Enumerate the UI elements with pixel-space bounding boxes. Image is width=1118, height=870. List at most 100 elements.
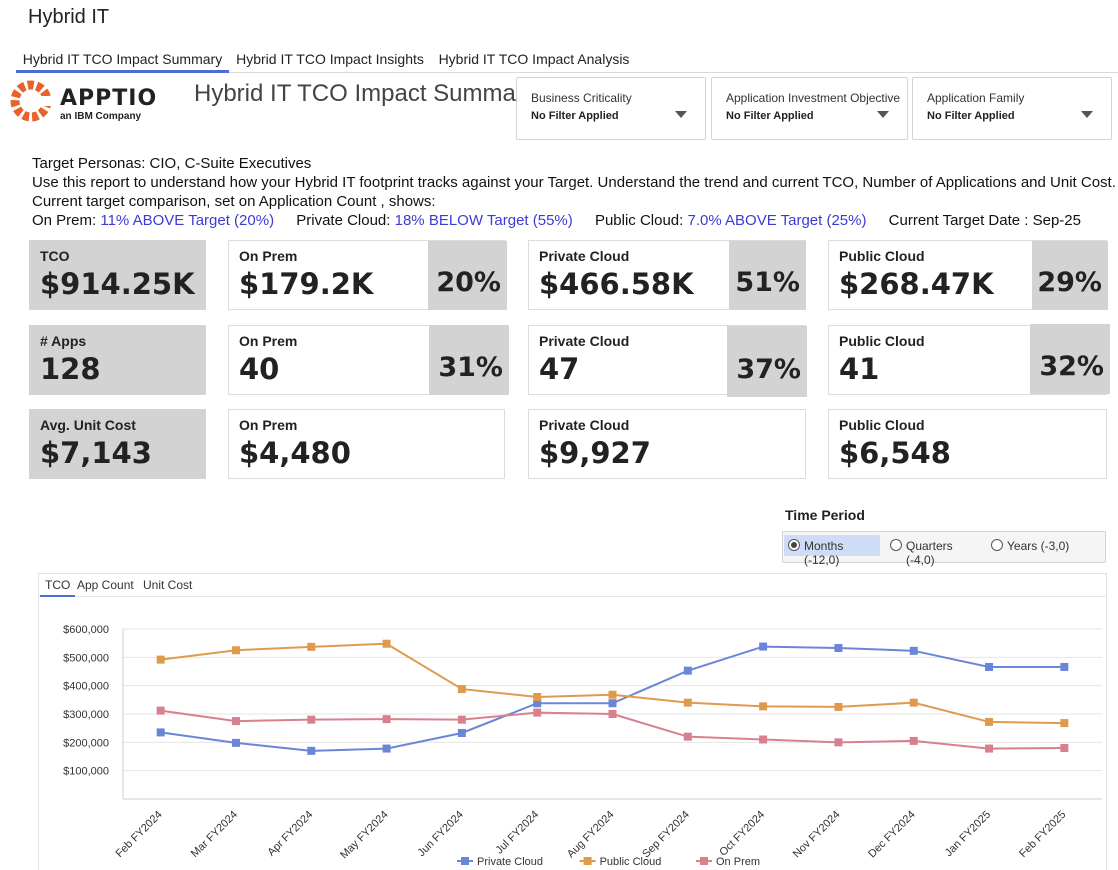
x-tick-label: Jan FY2025 (943, 809, 993, 859)
on-prem-data-point (759, 735, 768, 744)
application-investment-objective-filter[interactable]: Application Investment Objective No Filt… (711, 77, 908, 140)
on-prem-data-point (457, 715, 466, 724)
card-value: 128 (40, 352, 101, 386)
time-period-radio-group: Months (-12,0) Quarters (-4,0) Years (-3… (782, 531, 1106, 567)
tco-line-chart: $100,000 $200,000 $300,000 $400,000 $500,000… (63, 624, 1102, 868)
card-value: $9,927 (539, 436, 651, 470)
on-prem-data-point (156, 706, 165, 715)
card-label: On Prem (239, 248, 298, 264)
business-criticality-filter[interactable]: Business Criticality No Filter Applied (516, 77, 706, 140)
tab-impact-summary[interactable]: Hybrid IT TCO Impact Summary (16, 48, 229, 73)
filter-value: No Filter Applied (927, 110, 1015, 122)
radio-months[interactable]: Months (-12,0) (784, 535, 880, 567)
private-cloud-data-point (683, 666, 692, 675)
card-label: Avg. Unit Cost (40, 417, 136, 433)
public-cloud-data-point (985, 717, 994, 726)
tco-total-card: TCO $914.25K (29, 240, 206, 310)
y-tick-label: $100,000 (63, 766, 109, 778)
private-cloud-data-point (457, 728, 466, 737)
filter-label: Application Family (927, 91, 1025, 105)
target-status-line: On Prem: 11% ABOVE Target (20%) Private … (32, 212, 1081, 229)
tco-private-cloud-percent: 51% (729, 241, 806, 310)
apps-total-card: # Apps 128 (29, 325, 206, 395)
card-label: Public Cloud (839, 417, 925, 433)
private-cloud-data-point (231, 738, 240, 747)
card-value: 47 (539, 352, 580, 386)
on-prem-data-point (608, 710, 617, 718)
card-value: $466.58K (539, 267, 694, 301)
chart-tab-tco[interactable]: TCO (40, 578, 76, 597)
radio-label: Months (-12,0) (804, 539, 844, 567)
card-label: Public Cloud (839, 248, 925, 264)
public-cloud-data-point (156, 655, 165, 664)
target-personas-text: Target Personas: CIO, C-Suite Executives (32, 155, 312, 172)
unit-cost-onprem-card: On Prem $4,480 (228, 409, 505, 479)
apps-private-cloud-percent: 37% (727, 326, 807, 397)
radio-years[interactable]: Years (-3,0) (987, 535, 1070, 556)
card-label: Private Cloud (539, 248, 630, 264)
radio-label: Quarters (-4,0) (906, 539, 953, 567)
chart-tab-app-count[interactable]: App Count (77, 578, 134, 592)
filter-value: No Filter Applied (726, 110, 814, 122)
card-label: # Apps (40, 333, 87, 349)
radio-quarters[interactable]: Quarters (-4,0) (886, 535, 984, 567)
radio-label: Years (-3,0) (1007, 539, 1070, 553)
on-prem-data-point (231, 717, 240, 726)
target-comparison-text: Current target comparison, set on Applic… (32, 193, 436, 210)
public-cloud-data-point (457, 685, 466, 694)
apptio-logo: APPTIO an IBM Company (8, 78, 178, 124)
unit-cost-public-cloud-card: Public Cloud $6,548 (828, 409, 1107, 479)
application-family-filter[interactable]: Application Family No Filter Applied (912, 77, 1112, 140)
tab-impact-analysis[interactable]: Hybrid IT TCO Impact Analysis (438, 51, 630, 67)
public-cloud-legend-label: Public Cloud (600, 856, 662, 868)
x-tick-label: Mar FY2024 (189, 809, 240, 860)
apptio-logo-icon (10, 80, 54, 122)
private-cloud-data-point (909, 646, 918, 655)
on-prem-data-point (307, 715, 316, 724)
y-tick-label: $400,000 (63, 681, 109, 693)
card-label: Private Cloud (539, 417, 630, 433)
on-prem-data-point (985, 744, 994, 753)
card-label: Public Cloud (839, 333, 925, 349)
page-title: Hybrid IT TCO Impact Summary (194, 80, 536, 107)
y-tick-label: $200,000 (63, 737, 109, 749)
x-tick-label: Nov FY2024 (791, 809, 843, 861)
private-cloud-data-point (759, 642, 768, 651)
x-tick-label: Jul FY2024 (493, 809, 541, 857)
radio-button-icon (788, 539, 800, 551)
report-description-text: Use this report to understand how your H… (32, 174, 1116, 191)
chart-panel: TCO App Count Unit Cost $100,000 $200,000… (38, 573, 1107, 870)
private-target-value: 18% BELOW Target (55%) (394, 212, 573, 229)
tco-onprem-percent: 20% (428, 241, 507, 310)
public-cloud-data-point (382, 639, 391, 648)
logo-name: APPTIO (60, 86, 158, 111)
x-tick-label: Jun FY2024 (416, 809, 466, 859)
x-tick-label: Apr FY2024 (265, 809, 315, 859)
card-value: 40 (239, 352, 280, 386)
public-cloud-legend-marker (583, 857, 592, 865)
card-value: $179.2K (239, 267, 374, 301)
public-cloud-data-point (1060, 719, 1069, 728)
card-label: TCO (40, 248, 70, 264)
card-value: $4,480 (239, 436, 351, 470)
card-value: $268.47K (839, 267, 994, 301)
public-cloud-data-point (231, 646, 240, 655)
filter-label: Application Investment Objective (726, 91, 901, 105)
public-target-value: 7.0% ABOVE Target (25%) (687, 212, 867, 229)
on-prem-legend-marker (700, 857, 708, 865)
app-title: Hybrid IT (28, 6, 110, 28)
public-cloud-data-point (307, 642, 316, 651)
onprem-target-value: 11% ABOVE Target (20%) (100, 212, 275, 229)
radio-button-icon (991, 539, 1003, 551)
report-tabs: Hybrid IT TCO Impact Summary Hybrid IT T… (16, 48, 1118, 73)
private-cloud-data-point (533, 699, 542, 708)
public-cloud-data-point (683, 698, 692, 707)
tab-impact-insights[interactable]: Hybrid IT TCO Impact Insights (236, 51, 424, 67)
on-prem-data-point (909, 736, 918, 745)
private-cloud-legend-label: Private Cloud (477, 856, 543, 868)
card-value: $6,548 (839, 436, 951, 470)
x-tick-label: May FY2024 (338, 809, 391, 862)
caret-down-icon (675, 111, 687, 118)
chart-tabs: TCO App Count Unit Cost (39, 574, 1106, 597)
chart-tab-unit-cost[interactable]: Unit Cost (143, 578, 193, 592)
